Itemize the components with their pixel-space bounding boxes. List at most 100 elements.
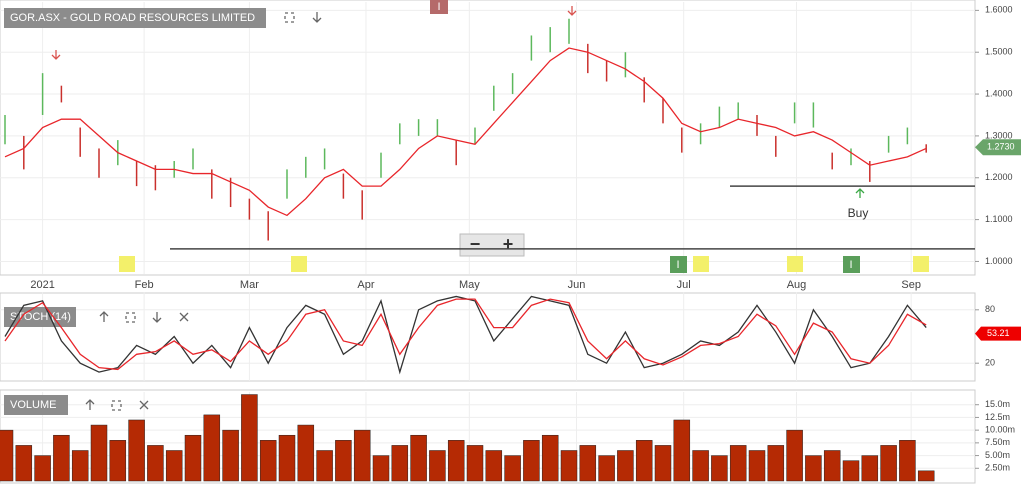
y-tick-label: 5.00m — [985, 450, 1010, 460]
y-tick-label: 1.0000 — [985, 256, 1013, 266]
y-tick-label: 1.3000 — [985, 130, 1013, 140]
volume-bar — [579, 445, 597, 482]
event-marker-label: I — [437, 1, 440, 13]
volume-bar — [184, 434, 202, 482]
note-icon[interactable] — [291, 256, 307, 272]
volume-bar — [823, 450, 841, 482]
volume-bar — [692, 450, 709, 482]
volume-bar — [259, 440, 277, 482]
volume-bar — [786, 429, 803, 482]
x-tick-label: Apr — [357, 279, 374, 291]
expand-icon[interactable] — [111, 400, 122, 411]
y-tick-label: 1.1000 — [985, 214, 1013, 224]
x-tick-label: May — [459, 279, 480, 291]
volume-bar — [748, 450, 766, 482]
volume-bar — [880, 445, 897, 482]
volume-bar — [53, 434, 70, 482]
volume-bar — [673, 419, 691, 482]
volume-bar — [128, 419, 145, 482]
volume-bar — [899, 440, 916, 482]
volume-bar — [335, 440, 352, 482]
note-icons — [119, 256, 929, 272]
close-icon[interactable] — [179, 312, 189, 322]
volume-bar — [504, 455, 521, 482]
volume-bar — [805, 455, 822, 482]
event-marker[interactable] — [670, 256, 687, 273]
event-marker-label: I — [849, 259, 852, 271]
zoom-in[interactable]: + — [503, 234, 514, 254]
volume-bar — [711, 455, 728, 482]
x-tick-label: Feb — [135, 279, 154, 291]
volume-bar — [617, 450, 634, 482]
title-tag — [4, 307, 76, 327]
volume-bar — [71, 450, 89, 482]
volume-bar — [541, 434, 559, 482]
volume-bar — [372, 455, 390, 482]
sell-arrow — [51, 50, 61, 60]
volume-bar — [466, 445, 484, 482]
volume-bar — [0, 429, 14, 482]
event-marker[interactable] — [843, 256, 860, 273]
volume-bar — [917, 470, 935, 482]
y-tick-label: 80 — [985, 304, 995, 314]
volume-bar — [90, 424, 108, 482]
x-tick-label: Mar — [240, 279, 259, 291]
x-tick-label: 2021 — [30, 279, 54, 291]
volume-bar — [654, 445, 672, 482]
y-tick-label: 1.4000 — [985, 88, 1013, 98]
expand-icon[interactable] — [284, 12, 295, 23]
x-tick-label: Sep — [901, 279, 921, 291]
volume-bar — [109, 440, 127, 482]
y-tick-label: 1.2000 — [985, 172, 1013, 182]
close-icon[interactable] — [139, 400, 149, 410]
last-price-tag — [975, 139, 1021, 156]
title-tag — [4, 8, 266, 28]
stoch-panel — [0, 292, 976, 382]
price-panel — [0, 0, 976, 276]
volume-bar — [410, 434, 427, 482]
sell-arrow — [567, 6, 577, 16]
down-icon[interactable] — [152, 312, 162, 323]
volume-bar — [222, 429, 239, 482]
title-tag — [4, 395, 68, 415]
volume-bar — [485, 450, 503, 482]
up-icon[interactable] — [99, 311, 109, 322]
volume-bar — [241, 394, 258, 482]
volume-bar — [598, 455, 615, 482]
note-icon[interactable] — [693, 256, 709, 272]
y-tick-label: 15.0m — [985, 399, 1010, 409]
up-icon[interactable] — [85, 399, 95, 410]
zoom-controls[interactable] — [459, 233, 525, 257]
note-icon[interactable] — [787, 256, 803, 272]
volume-bar — [278, 434, 296, 482]
volume-bar — [560, 450, 578, 482]
x-tick-label: Jul — [677, 279, 691, 291]
volume-bar — [447, 440, 465, 482]
event-marker-label: I — [676, 259, 679, 271]
volume-bar — [523, 440, 540, 482]
moving-average — [4, 47, 927, 217]
last-price-label: 1.2730 — [987, 142, 1015, 152]
volume-bar — [147, 445, 164, 482]
last-value-tag — [975, 326, 1021, 341]
panel-title: VOLUME — [10, 399, 56, 411]
volume-bar — [429, 450, 446, 482]
down-icon[interactable] — [312, 12, 322, 23]
volume-bar — [353, 429, 371, 482]
y-tick-label: 7.50m — [985, 437, 1010, 447]
toolbar-icons — [51, 6, 865, 411]
annotation: Buy — [848, 206, 869, 220]
volume-bar — [297, 424, 315, 482]
y-tick-label: 10.00m — [985, 425, 1015, 435]
volume-bar — [767, 445, 785, 482]
volume-bar — [635, 440, 653, 482]
note-icon[interactable] — [119, 256, 135, 272]
volume-bar — [34, 455, 51, 482]
y-tick-label: 1.5000 — [985, 47, 1013, 57]
note-icon[interactable] — [913, 256, 929, 272]
zoom-out[interactable]: − — [470, 234, 481, 254]
event-marker[interactable] — [430, 0, 448, 14]
volume-bar — [165, 450, 183, 482]
expand-icon[interactable] — [125, 312, 136, 323]
